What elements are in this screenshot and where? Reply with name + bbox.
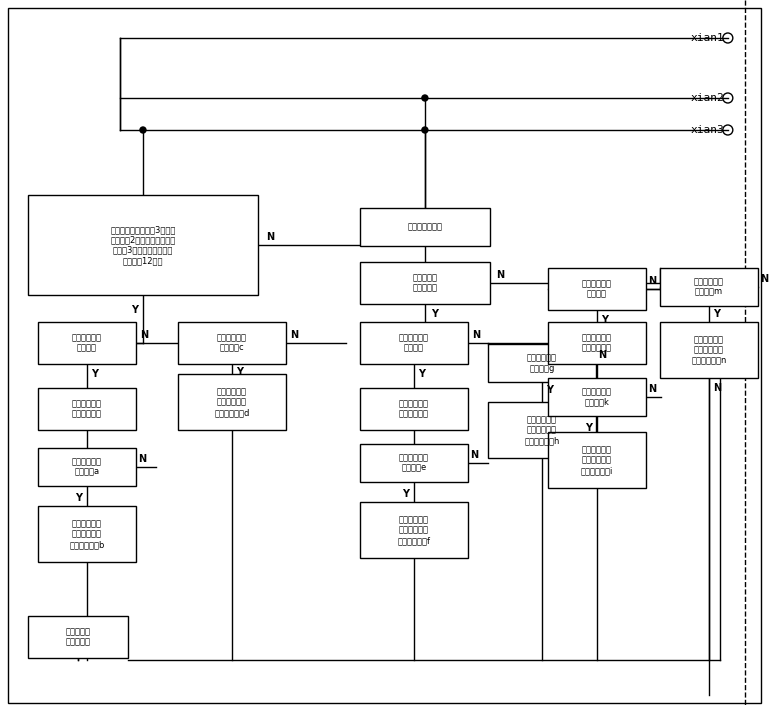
Text: 车门关闭、安
全带系好: 车门关闭、安 全带系好: [582, 279, 612, 298]
Text: xian2: xian2: [691, 93, 725, 103]
Text: Y: Y: [714, 309, 721, 319]
Text: N: N: [472, 330, 480, 340]
Text: Y: Y: [601, 315, 608, 325]
Text: N: N: [470, 450, 478, 460]
Text: 真空泵停止
工作，结束: 真空泵停止 工作，结束: [65, 627, 91, 647]
FancyBboxPatch shape: [488, 344, 596, 382]
Text: N: N: [496, 270, 504, 280]
Text: N: N: [266, 232, 274, 242]
Text: N: N: [598, 350, 606, 360]
Text: 真空度小于设
计门限值a: 真空度小于设 计门限值a: [72, 457, 102, 477]
Text: Y: Y: [131, 305, 138, 315]
Text: 真空泵开启工
作，真空度大
于设计门限值d: 真空泵开启工 作，真空度大 于设计门限值d: [215, 387, 250, 417]
Text: Y: Y: [418, 369, 425, 379]
FancyBboxPatch shape: [360, 444, 468, 482]
Circle shape: [422, 95, 428, 101]
FancyBboxPatch shape: [38, 506, 136, 562]
FancyBboxPatch shape: [38, 322, 136, 364]
Text: Y: Y: [585, 423, 592, 433]
Text: 真空泵开启工
作，真空度大
于设计门限值f: 真空泵开启工 作，真空度大 于设计门限值f: [398, 515, 431, 545]
FancyBboxPatch shape: [660, 322, 757, 378]
Text: 车辆行驶里程未超过3万公里
或未超过2年或累计工作次数
未达到3万次或累计工作时
间未达到12小时: 车辆行驶里程未超过3万公里 或未超过2年或累计工作次数 未达到3万次或累计工作时…: [110, 225, 175, 265]
Text: 真空泵开启工
作，真空度大
于设计门限值i: 真空泵开启工 作，真空度大 于设计门限值i: [581, 445, 613, 475]
Circle shape: [422, 127, 428, 133]
Text: N: N: [140, 330, 148, 340]
Text: N: N: [760, 274, 768, 284]
FancyBboxPatch shape: [548, 378, 646, 416]
FancyBboxPatch shape: [360, 388, 468, 430]
FancyBboxPatch shape: [548, 268, 646, 310]
FancyBboxPatch shape: [360, 262, 490, 304]
Text: 真空度小于设
计门限值k: 真空度小于设 计门限值k: [582, 387, 612, 407]
Text: 真空度小于设
计门限值g: 真空度小于设 计门限值g: [527, 354, 557, 373]
FancyBboxPatch shape: [548, 322, 646, 364]
Text: N: N: [290, 330, 298, 340]
Text: 判定空度传感
器监测真空度: 判定空度传感 器监测真空度: [582, 333, 612, 353]
Text: Y: Y: [546, 385, 554, 395]
FancyBboxPatch shape: [178, 322, 286, 364]
Text: N: N: [713, 383, 721, 393]
FancyBboxPatch shape: [660, 268, 757, 306]
Text: 真空度小于设
计门限值c: 真空度小于设 计门限值c: [217, 333, 247, 353]
Text: 驱动真空泵工作: 驱动真空泵工作: [408, 223, 442, 231]
Text: Y: Y: [402, 489, 409, 499]
Text: Y: Y: [236, 367, 244, 377]
Text: xian3: xian3: [691, 125, 725, 135]
Text: 真空泵开启工
作，真空度大
于设计门限值h: 真空泵开启工 作，真空度大 于设计门限值h: [524, 415, 560, 445]
FancyBboxPatch shape: [360, 502, 468, 558]
FancyBboxPatch shape: [38, 388, 136, 430]
Circle shape: [140, 127, 146, 133]
Text: 车门关闭、安
全带系好: 车门关闭、安 全带系好: [399, 333, 429, 353]
Text: N: N: [647, 384, 656, 394]
Text: N: N: [138, 454, 146, 464]
FancyBboxPatch shape: [28, 195, 258, 295]
Text: 校核真空泵
性能可靠性: 校核真空泵 性能可靠性: [412, 274, 438, 293]
Text: xian1: xian1: [691, 33, 725, 43]
Text: 真空度小于设
计门限值e: 真空度小于设 计门限值e: [399, 453, 429, 473]
FancyBboxPatch shape: [360, 208, 490, 246]
Text: Y: Y: [92, 369, 98, 379]
Text: 真空泵开启工
作，真空度大
于设计门限值n: 真空泵开启工 作，真空度大 于设计门限值n: [691, 335, 727, 365]
FancyBboxPatch shape: [360, 322, 468, 364]
Text: 真空度小于设
计门限值m: 真空度小于设 计门限值m: [694, 277, 724, 297]
Text: Y: Y: [431, 309, 438, 319]
Text: 判定空度传感
器监测真空度: 判定空度传感 器监测真空度: [399, 399, 429, 419]
Text: Y: Y: [75, 493, 82, 503]
Text: 车门关闭、安
全带系好: 车门关闭、安 全带系好: [72, 333, 102, 353]
FancyBboxPatch shape: [488, 402, 596, 458]
Text: 真空泵开启工
作，真空度大
于设计门限值b: 真空泵开启工 作，真空度大 于设计门限值b: [69, 519, 105, 549]
FancyBboxPatch shape: [28, 616, 128, 658]
FancyBboxPatch shape: [38, 448, 136, 486]
FancyBboxPatch shape: [548, 432, 646, 488]
Text: N: N: [647, 276, 656, 286]
Text: 判定空度传感
器监测真空度: 判定空度传感 器监测真空度: [72, 399, 102, 419]
FancyBboxPatch shape: [178, 374, 286, 430]
